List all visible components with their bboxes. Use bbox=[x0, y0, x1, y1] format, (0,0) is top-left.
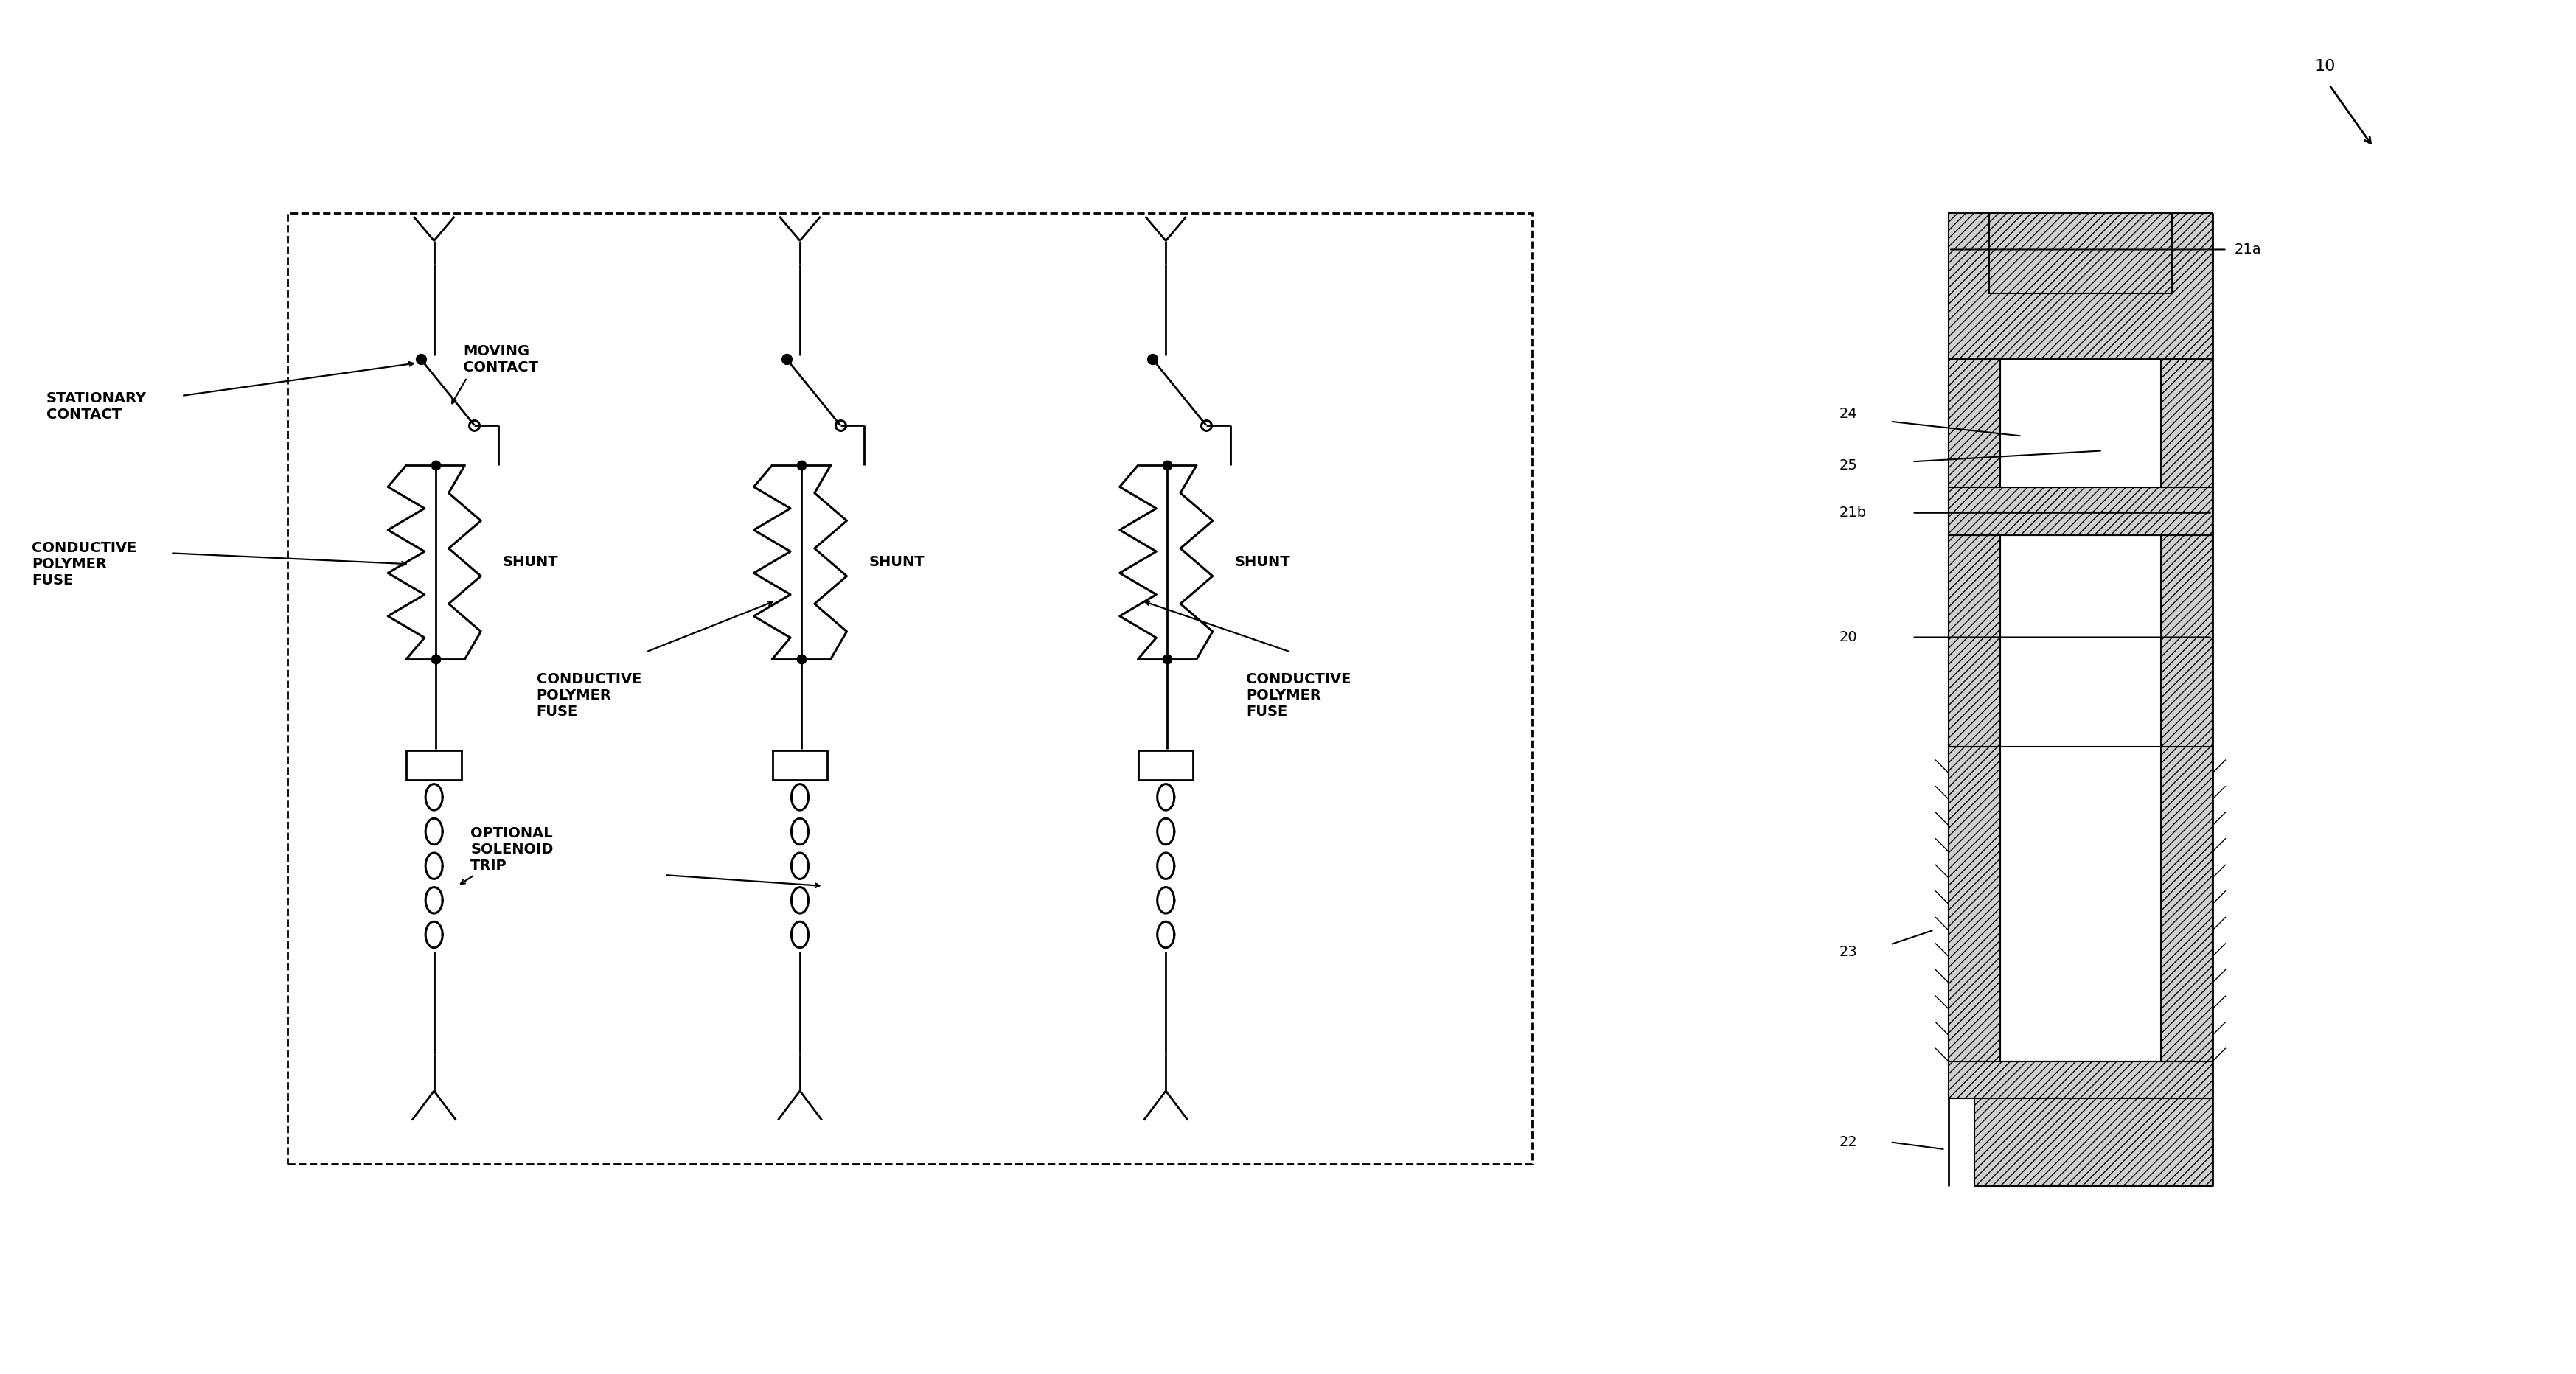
Text: CONDUCTIVE
POLYMER
FUSE: CONDUCTIVE POLYMER FUSE bbox=[1247, 672, 1352, 719]
Bar bbox=[407, 750, 461, 780]
Text: 25: 25 bbox=[1839, 459, 1857, 473]
Text: 23: 23 bbox=[1839, 945, 1857, 959]
Text: SHUNT: SHUNT bbox=[1234, 555, 1291, 569]
Bar bbox=[1139, 750, 1193, 780]
Bar bbox=[2161, 359, 2213, 488]
Text: 10: 10 bbox=[2316, 59, 2336, 74]
Bar bbox=[1950, 747, 1999, 1062]
Text: 20: 20 bbox=[1839, 631, 1857, 644]
Bar bbox=[1950, 359, 1999, 488]
Text: SHUNT: SHUNT bbox=[502, 555, 559, 569]
Bar bbox=[1989, 213, 2172, 294]
Bar bbox=[1950, 488, 2213, 534]
Text: CONDUCTIVE
POLYMER
FUSE: CONDUCTIVE POLYMER FUSE bbox=[536, 672, 641, 719]
Bar bbox=[1950, 1062, 2213, 1098]
Bar bbox=[2161, 747, 2213, 1062]
Bar bbox=[773, 750, 827, 780]
Bar bbox=[1999, 359, 2161, 488]
Text: 22: 22 bbox=[1839, 1135, 1857, 1149]
Text: OPTIONAL
SOLENOID
TRIP: OPTIONAL SOLENOID TRIP bbox=[471, 826, 554, 872]
Bar bbox=[1950, 213, 2213, 359]
Text: MOVING
CONTACT: MOVING CONTACT bbox=[464, 344, 538, 374]
Bar bbox=[1973, 1062, 2213, 1186]
Text: 24: 24 bbox=[1839, 407, 1857, 420]
Text: STATIONARY
CONTACT: STATIONARY CONTACT bbox=[46, 392, 147, 422]
Text: CONDUCTIVE
POLYMER
FUSE: CONDUCTIVE POLYMER FUSE bbox=[31, 541, 137, 587]
Text: SHUNT: SHUNT bbox=[868, 555, 925, 569]
Bar bbox=[1999, 534, 2161, 747]
Text: 21a: 21a bbox=[2233, 242, 2262, 257]
Text: 21b: 21b bbox=[1839, 506, 1868, 519]
Bar bbox=[2161, 534, 2213, 747]
Bar bbox=[1950, 534, 1999, 747]
